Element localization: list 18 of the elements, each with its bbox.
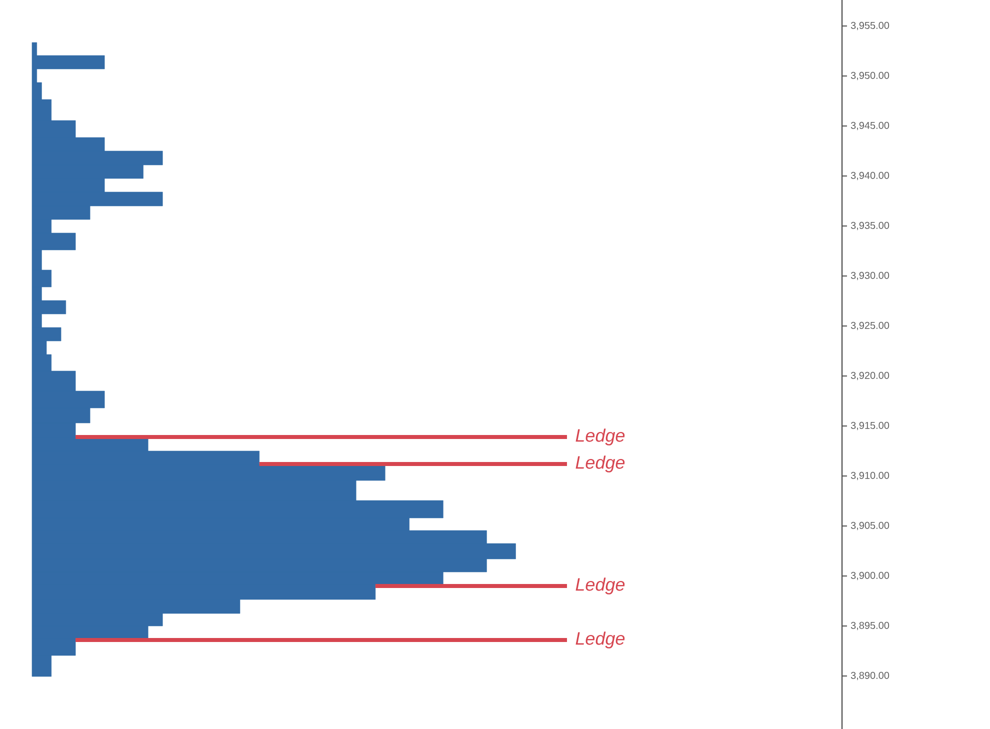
y-tick-label: 3,955.00 [850, 22, 890, 30]
ref-line-label: Ledge [576, 578, 625, 594]
ref-line-label: Ledge [576, 428, 625, 446]
y-tick-label: 3,895.00 [850, 622, 890, 630]
y-tick-label: 3,940.00 [850, 172, 890, 180]
y-tick-label: 3,910.00 [850, 472, 890, 480]
y-tick-label: 3,935.00 [850, 222, 890, 230]
ref-line-label: Ledge [576, 632, 625, 648]
y-tick-label: 3,915.00 [850, 422, 890, 430]
y-tick-label: 3,920.00 [850, 372, 890, 380]
y-tick-label: 3,925.00 [850, 322, 890, 330]
y-tick-label: 3,930.00 [850, 272, 890, 280]
y-tick-label: 3,905.00 [850, 522, 890, 530]
y-tick-label: 3,950.00 [850, 72, 890, 80]
y-tick-label: 3,945.00 [850, 122, 890, 130]
ref-line-label: Ledge [576, 456, 625, 472]
y-tick-label: 3,900.00 [850, 572, 890, 580]
y-tick-label: 3,890.00 [850, 672, 890, 680]
